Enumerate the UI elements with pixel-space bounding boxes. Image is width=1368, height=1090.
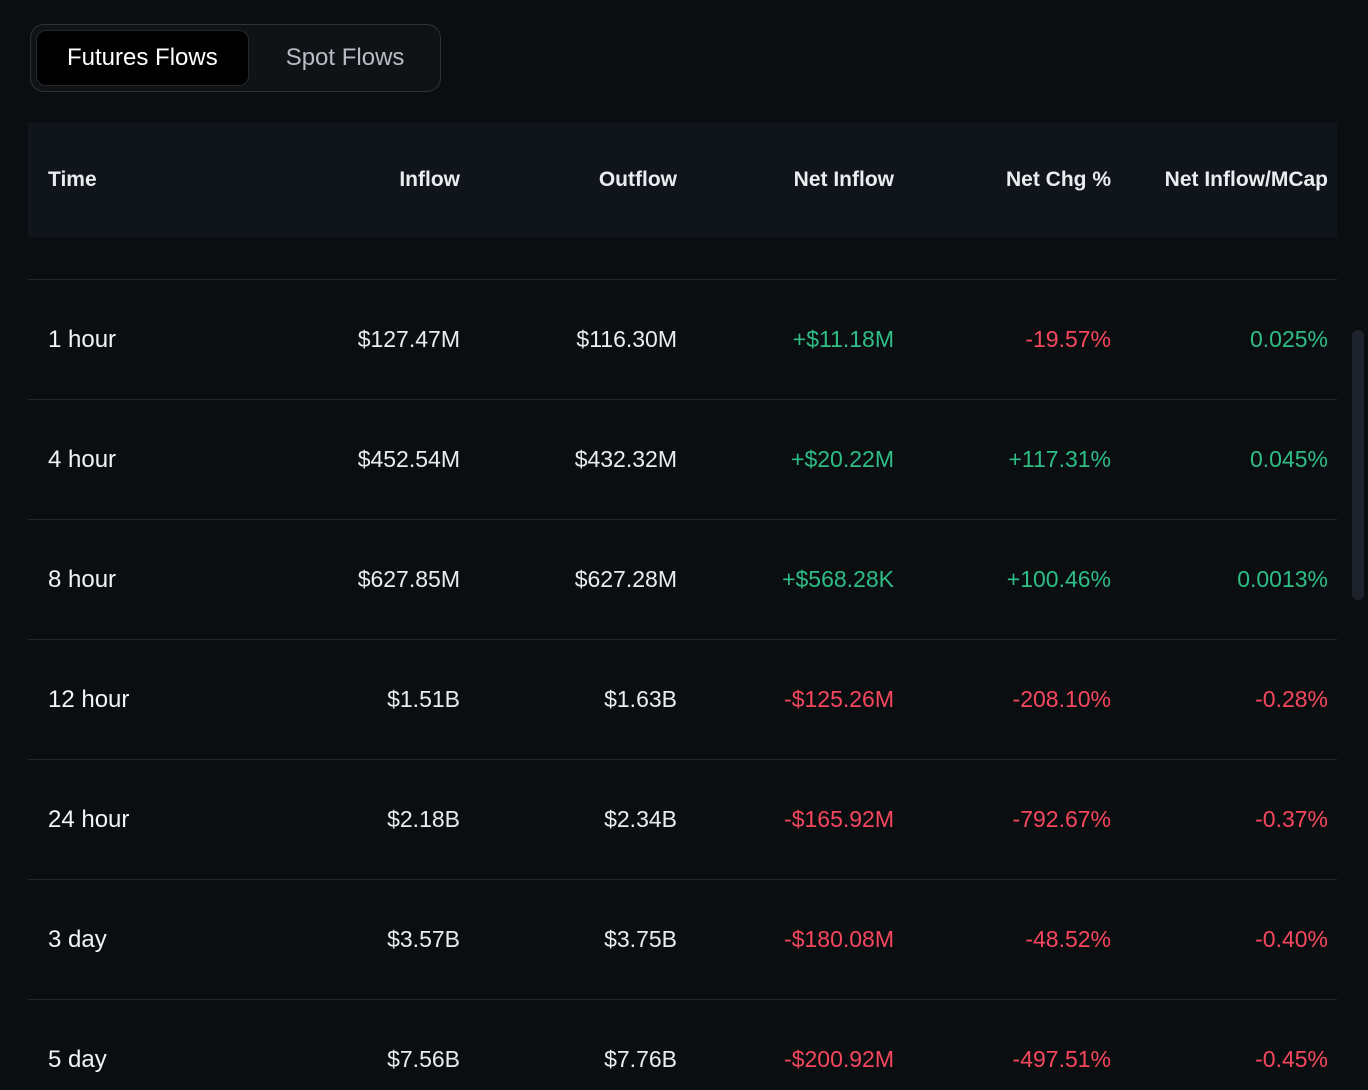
cell-net-chg-pct: -208.10% (1012, 686, 1111, 712)
tab-spot-flows[interactable]: Spot Flows (255, 30, 436, 86)
cell-net-chg-pct: -19.57% (1025, 326, 1111, 352)
cell-time: 8 hour (48, 565, 117, 593)
cell-time: 24 hour (48, 805, 130, 833)
cell-inflow: $2.18B (387, 806, 460, 832)
column-header-inflow: Inflow (399, 167, 460, 191)
cell-net-inflow-mcap: -0.40% (1255, 926, 1328, 952)
cell-net-chg-pct: -497.51% (1012, 1046, 1111, 1072)
table-row: 3 day $3.57B $3.75B -$180.08M -48.52% -0… (28, 880, 1337, 1000)
cell-net-inflow-mcap: -0.28% (1255, 686, 1328, 712)
cell-inflow: $627.85M (357, 566, 460, 592)
flows-table: Time Inflow Outflow Net Inflow Net Chg %… (28, 122, 1337, 1090)
cell-net-inflow: -$125.26M (784, 686, 894, 712)
column-header-time: Time (48, 167, 97, 191)
table-row: 1 hour $127.47M $116.30M +$11.18M -19.57… (28, 280, 1337, 400)
cell-net-inflow-mcap: 0.045% (1249, 446, 1328, 472)
vertical-scrollbar-thumb[interactable] (1352, 330, 1364, 600)
cell-outflow: $7.76B (604, 1046, 677, 1072)
cell-time: 12 hour (48, 685, 130, 713)
cell-time: 5 day (48, 1045, 107, 1073)
cell-time: 4 hour (48, 445, 117, 473)
cell-inflow: $452.54M (357, 446, 460, 472)
cell-net-chg-pct: +100.46% (1006, 566, 1111, 592)
cell-net-inflow-mcap: 0.025% (1249, 326, 1328, 352)
cell-net-inflow: +$20.22M (791, 446, 894, 472)
table-row: 5 day $7.56B $7.76B -$200.92M -497.51% -… (28, 1000, 1337, 1090)
flows-tab-group: Futures Flows Spot Flows (30, 24, 442, 92)
cell-net-chg-pct: -792.67% (1012, 806, 1111, 832)
table-body: 1 hour $127.47M $116.30M +$11.18M -19.57… (28, 280, 1337, 1090)
vertical-scrollbar-track (1352, 240, 1364, 1090)
cell-outflow: $2.34B (604, 806, 677, 832)
tab-futures-flows[interactable]: Futures Flows (36, 30, 249, 86)
cell-net-inflow: +$11.18M (792, 326, 894, 352)
cell-inflow: $127.47M (357, 326, 460, 352)
column-header-net-inflow-mcap: Net Inflow/MCap (1164, 167, 1328, 191)
cell-inflow: $1.51B (387, 686, 460, 712)
cell-net-inflow: -$200.92M (784, 1046, 894, 1072)
column-header-net-chg-pct: Net Chg % (1006, 167, 1111, 191)
cell-net-inflow-mcap: 0.0013% (1237, 566, 1328, 592)
column-header-outflow: Outflow (598, 167, 677, 191)
cell-net-inflow: +$568.28K (782, 566, 894, 592)
table-header-row: Time Inflow Outflow Net Inflow Net Chg %… (28, 122, 1337, 237)
cell-net-inflow: -$180.08M (784, 926, 894, 952)
cell-outflow: $1.63B (604, 686, 677, 712)
cell-time: 3 day (48, 925, 107, 953)
cell-outflow: $627.28M (574, 566, 677, 592)
table-row: 24 hour $2.18B $2.34B -$165.92M -792.67%… (28, 760, 1337, 880)
cell-outflow: $432.32M (574, 446, 677, 472)
cell-inflow: $3.57B (387, 926, 460, 952)
cell-net-inflow-mcap: -0.37% (1255, 806, 1328, 832)
table-row: 4 hour $452.54M $432.32M +$20.22M +117.3… (28, 400, 1337, 520)
table-row: 12 hour $1.51B $1.63B -$125.26M -208.10%… (28, 640, 1337, 760)
cell-net-inflow-mcap: -0.45% (1255, 1046, 1328, 1072)
cell-inflow: $7.56B (387, 1046, 460, 1072)
cell-net-chg-pct: -48.52% (1025, 926, 1111, 952)
column-header-net-inflow: Net Inflow (793, 167, 894, 191)
cell-net-inflow: -$165.92M (784, 806, 894, 832)
header-spacer-row (28, 237, 1337, 280)
cell-outflow: $3.75B (604, 926, 677, 952)
table-row: 8 hour $627.85M $627.28M +$568.28K +100.… (28, 520, 1337, 640)
cell-time: 1 hour (48, 325, 117, 353)
cell-outflow: $116.30M (576, 326, 677, 352)
cell-net-chg-pct: +117.31% (1008, 446, 1111, 472)
